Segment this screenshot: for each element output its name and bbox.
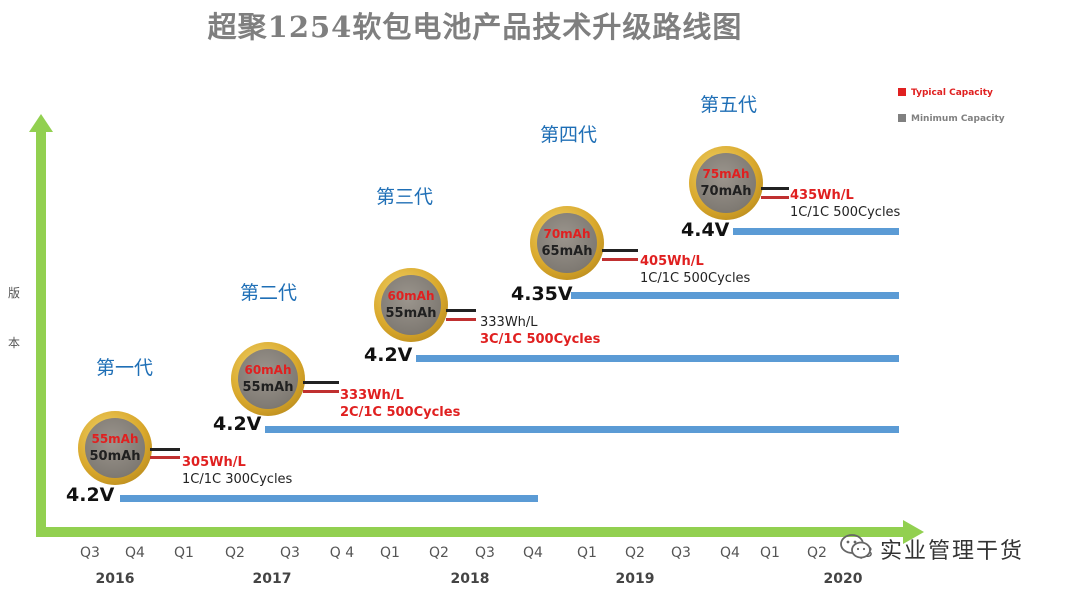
watermark-text: 实业管理干货 [880,539,1025,564]
legend-label-minimum: Minimum Capacity [911,114,1005,124]
watermark: 实业管理干货 [840,533,1060,564]
year-label-2016: 2016 [95,571,135,587]
generation-3-energy: 333Wh/L [480,315,538,330]
generation-3-cell: 60mAh 55mAh [374,268,448,342]
generation-2-cell: 60mAh 55mAh [231,342,305,416]
generation-3-minimum: 55mAh [385,306,437,321]
generation-1-energy: 305Wh/L [182,455,246,470]
generation-5-wire-red [761,196,789,199]
generation-4-voltage: 4.35V [511,283,573,305]
year-label-2020: 2020 [823,571,863,587]
generation-2-title: 第二代 [240,282,298,304]
generation-1-bar [120,495,538,502]
generation-5-title: 第五代 [700,94,758,116]
y-axis-arrow-icon [29,114,53,132]
generation-3-bar [416,355,899,362]
generation-5-cell: 75mAh 70mAh [689,146,763,220]
generation-1-wire-black [150,448,180,451]
quarter-label: Q1 [174,545,194,561]
quarter-label: Q3 [475,545,495,561]
year-label-2019: 2019 [615,571,655,587]
legend-label-typical: Typical Capacity [911,88,993,98]
quarter-label: Q1 [577,545,597,561]
cell-face [238,349,298,409]
legend-swatch-minimum [898,114,906,122]
quarter-label: Q3 [80,545,100,561]
generation-4-bar [571,292,899,299]
quarter-label: Q1 [760,545,780,561]
generation-3-rate: 3C/1C 500Cycles [480,332,601,347]
legend-swatch-typical [898,88,906,96]
generation-5-typical: 75mAh [702,167,750,181]
x-axis [36,527,906,537]
generation-2-energy: 333Wh/L [340,388,404,403]
quarter-label: Q2 [225,545,245,561]
quarter-label: Q1 [380,545,400,561]
quarter-label: Q2 [625,545,645,561]
year-label-2018: 2018 [450,571,490,587]
generation-5-bar [733,228,899,235]
quarter-label: Q2 [429,545,449,561]
generation-5-wire-black [761,187,789,190]
quarter-label: Q3 [280,545,300,561]
generation-3-wire-black [446,309,476,312]
generation-5-rate: 1C/1C 500Cycles [790,205,901,220]
generation-3-title: 第三代 [376,186,434,208]
generation-2-voltage: 4.2V [213,413,262,435]
x-axis-arrow-icon [903,520,924,544]
cell-face [537,213,597,273]
generation-1-minimum: 50mAh [89,449,141,464]
generation-5-voltage: 4.4V [681,219,730,241]
generation-5-minimum: 70mAh [700,184,752,199]
generation-1-typical: 55mAh [91,432,139,446]
legend-typical: Typical Capacity [898,88,993,98]
page-title: 超聚1254软包电池产品技术升级路线图 [207,10,743,44]
quarter-label: Q3 [671,545,691,561]
legend-minimum: Minimum Capacity [898,114,1005,124]
wechat-icon [840,534,871,559]
y-axis-label-1: 版 [8,286,21,300]
generation-4-energy: 405Wh/L [640,254,704,269]
generation-2-bar [265,426,899,433]
quarter-label: Q2 [807,545,827,561]
y-axis-label-2: 本 [8,336,21,350]
generation-2-minimum: 55mAh [242,380,294,395]
quarter-label: Q4 [125,545,145,561]
cell-face [85,418,145,478]
generation-1-cell: 55mAh 50mAh [78,411,152,485]
generation-4-rate: 1C/1C 500Cycles [640,271,751,286]
generation-1-rate: 1C/1C 300Cycles [182,472,293,487]
generation-3-typical: 60mAh [387,289,435,303]
year-label-2017: 2017 [252,571,292,587]
generation-4-minimum: 65mAh [541,244,593,259]
generation-1-wire-red [150,456,180,459]
generation-1-title: 第一代 [96,357,154,379]
generation-4-typical: 70mAh [543,227,591,241]
cell-face [696,153,756,213]
generation-2-rate: 2C/1C 500Cycles [340,405,461,420]
generation-3-voltage: 4.2V [364,344,413,366]
y-axis [36,132,46,537]
cell-face [381,275,441,335]
generation-3-wire-red [446,318,476,321]
generation-2-typical: 60mAh [244,363,292,377]
quarter-label: Q4 [523,545,543,561]
generation-1-voltage: 4.2V [66,484,115,506]
generation-2-wire-red [303,390,339,393]
generation-5-energy: 435Wh/L [790,188,854,203]
generation-4-cell: 70mAh 65mAh [530,206,604,280]
quarter-label: Q4 [720,545,740,561]
generation-4-title: 第四代 [540,124,598,146]
generation-4-wire-red [602,258,638,261]
generation-2-wire-black [303,381,339,384]
generation-4-wire-black [602,249,638,252]
quarter-label: Q 4 [329,545,355,561]
